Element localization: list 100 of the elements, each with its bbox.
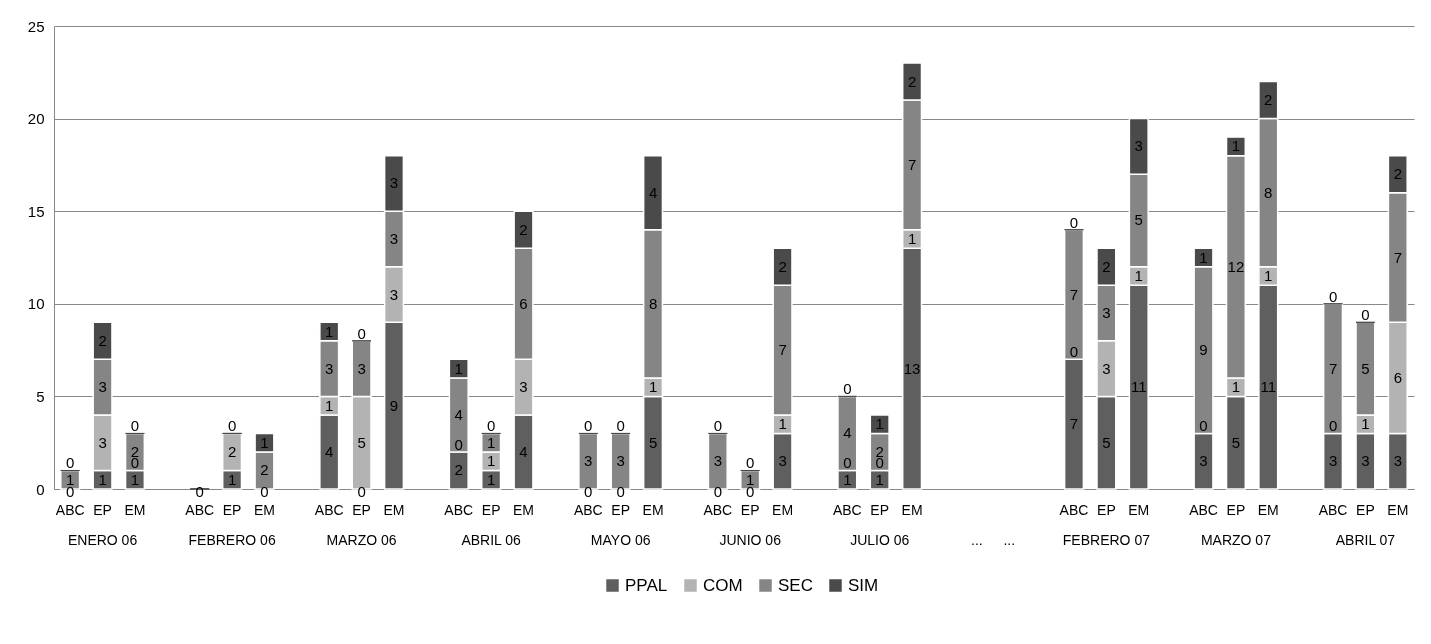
data-label: 0 (713, 417, 722, 435)
data-label: 1 (1231, 137, 1241, 155)
data-label: 7 (1069, 415, 1079, 433)
x-tick-label: EM (253, 501, 275, 518)
data-label: 4 (519, 442, 528, 460)
data-label: 1 (325, 396, 334, 414)
data-label: 1 (1264, 267, 1273, 285)
data-label: 3 (616, 452, 625, 470)
text: MARZO 07 (1200, 532, 1272, 548)
data-label: 5 (1361, 359, 1370, 377)
data-label: 7 (907, 155, 917, 173)
data-label: 3 (1134, 137, 1143, 155)
x-tick-label: ABC (314, 501, 344, 518)
data-label: 3 (1102, 359, 1111, 377)
data-label: 1 (98, 470, 107, 488)
data-label: 2 (227, 442, 237, 460)
data-label: 5 (648, 433, 658, 451)
data-label: 0 (713, 483, 722, 500)
data-label: 4 (648, 183, 658, 201)
text: ABRIL 06 (461, 532, 522, 548)
x-tick-label: ABC (573, 501, 603, 518)
data-label: 2 (260, 461, 269, 479)
data-label: 3 (1199, 452, 1208, 470)
data-label: 3 (778, 452, 787, 470)
legend-label: SEC (778, 575, 813, 595)
x-tick-label: EM (1128, 501, 1150, 518)
x-tick-label: EM (772, 501, 794, 518)
text: JULIO 06 (850, 532, 910, 548)
data-label: 1 (1361, 415, 1370, 433)
y-tick-label: 25 (27, 17, 45, 35)
data-label: 0 (1069, 213, 1079, 231)
data-label: 0 (584, 483, 593, 500)
data-label: 0 (843, 454, 852, 472)
data-label: 11 (1130, 378, 1147, 396)
data-label: 4 (454, 405, 463, 423)
data-label: 2 (907, 72, 917, 90)
data-label: 12 (1227, 257, 1245, 275)
data-label: 0 (1199, 417, 1208, 435)
data-label: 13 (903, 359, 921, 377)
data-label: 4 (843, 424, 852, 442)
x-tick-label: EP (481, 501, 501, 518)
data-label: 3 (519, 378, 528, 396)
text: ... (971, 532, 983, 548)
data-label: 2 (1102, 257, 1111, 275)
text: FEBRERO 06 (188, 532, 276, 548)
data-label: 11 (1260, 378, 1277, 396)
data-label: 3 (389, 229, 399, 247)
data-label: 1 (1199, 248, 1208, 266)
data-label: 0 (130, 417, 140, 435)
text: JUNIO 06 (719, 532, 782, 548)
data-label: 1 (486, 470, 496, 488)
data-label: 0 (66, 454, 75, 472)
data-label: 2 (454, 461, 463, 479)
x-tick-label: EP (870, 501, 890, 518)
legend-label: COM (703, 575, 743, 595)
data-label: 9 (389, 396, 399, 414)
legend-label: SIM (848, 575, 879, 595)
x-tick-label: EM (642, 501, 664, 518)
data-label: 0 (357, 483, 366, 500)
x-tick-label: EM (1387, 501, 1409, 518)
y-tick-label: 0 (36, 480, 45, 498)
x-tick-label: EP (1356, 501, 1375, 518)
data-label: 0 (616, 483, 625, 500)
data-label: 8 (1264, 183, 1273, 201)
x-tick-label: EM (124, 501, 146, 518)
x-tick-label: ABC (832, 501, 862, 518)
x-tick-label: EM (1257, 501, 1279, 518)
x-tick-label: EP (740, 501, 760, 518)
data-label: 3 (389, 174, 399, 192)
x-tick-label: ABC (1318, 501, 1348, 518)
data-label: 0 (1361, 306, 1370, 324)
data-label: 2 (1264, 91, 1273, 109)
data-label: 3 (389, 285, 399, 303)
data-label: 0 (746, 454, 755, 472)
x-tick-label: EP (1097, 501, 1116, 518)
x-tick-label: ABC (1059, 501, 1089, 518)
data-label: 1 (486, 452, 496, 470)
x-tick-label: EP (222, 501, 242, 518)
x-tick-label: EP (611, 501, 631, 518)
data-label: 7 (778, 341, 787, 359)
text: MAYO 06 (590, 532, 651, 548)
data-label: 1 (648, 378, 658, 396)
x-tick-label: ABC (1189, 501, 1218, 518)
data-label: 7 (1393, 248, 1402, 266)
data-label: 3 (357, 359, 366, 377)
x-tick-label: ABC (55, 501, 85, 518)
text: FEBRERO 07 (1062, 532, 1151, 548)
data-label: 3 (1102, 304, 1111, 322)
data-label: 1 (325, 322, 334, 340)
x-tick-label: EP (93, 501, 112, 518)
data-label: 0 (1069, 343, 1079, 361)
data-label: 1 (875, 415, 884, 433)
x-tick-label: EM (383, 501, 405, 518)
data-label: 8 (648, 294, 658, 312)
data-label: 7 (1328, 359, 1338, 377)
data-label: 1 (843, 470, 852, 488)
data-label: 2 (778, 257, 787, 275)
data-label: 1 (130, 470, 140, 488)
data-label: 2 (98, 331, 107, 349)
data-label: 2 (519, 220, 528, 238)
